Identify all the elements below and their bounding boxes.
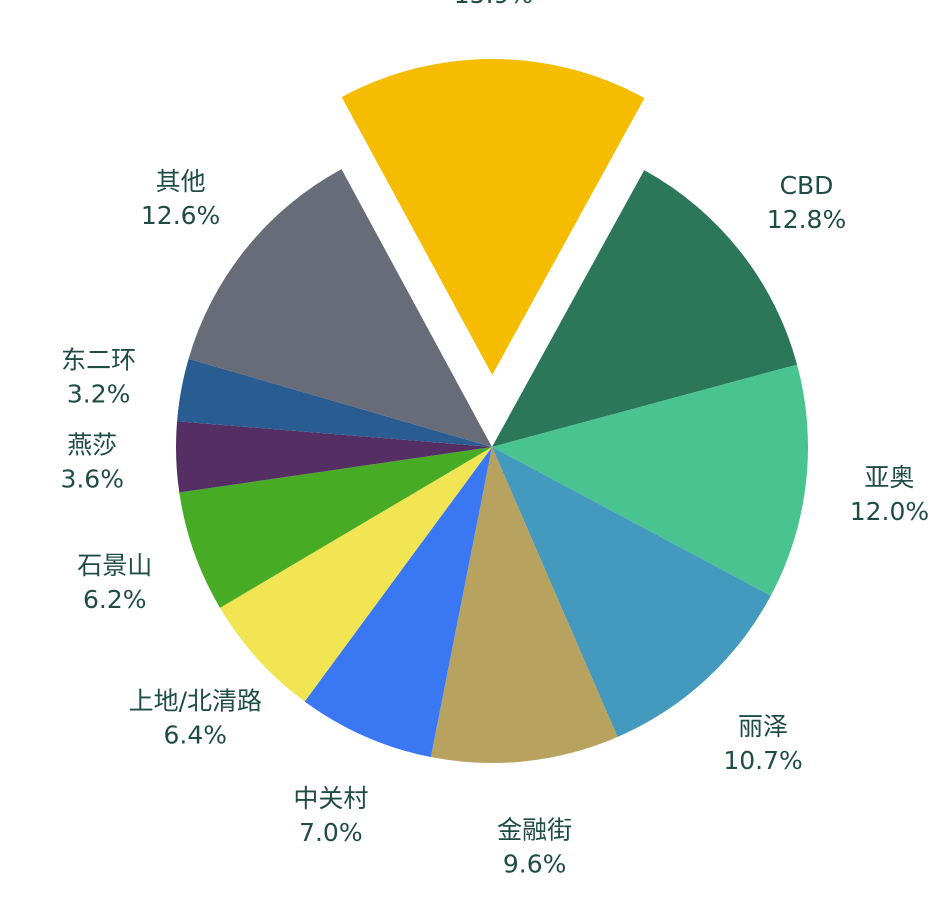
- slice-label-0: CBD: [780, 171, 834, 200]
- pie-slices: [176, 59, 808, 763]
- slice-label-3: 金融街: [497, 816, 572, 845]
- pie-slice-9: [188, 169, 493, 447]
- slice-value-label-10: 15.9%: [454, 0, 533, 9]
- pie-slice-4: [304, 447, 492, 758]
- slice-label-6: 石景山: [77, 551, 152, 580]
- pie-slice-1: [492, 364, 808, 596]
- slice-label-4: 中关村: [293, 784, 368, 813]
- slice-value-label-2: 10.7%: [723, 746, 802, 775]
- slice-label-2: 丽泽: [738, 712, 788, 741]
- slice-value-label-5: 6.4%: [164, 720, 228, 749]
- slice-label-8: 东二环: [61, 346, 136, 375]
- slice-value-label-6: 6.2%: [83, 585, 147, 614]
- pie-slice-0: [492, 170, 798, 447]
- pie-slice-7: [176, 421, 492, 493]
- slice-value-label-8: 3.2%: [67, 380, 131, 409]
- pie-labels: CBD 12.8% 亚奥 12.0% 丽泽 10.7% 金融街 9.6% 中关村 7.0% 上地/北…: [60, 0, 929, 879]
- pie-slice-5: [220, 447, 492, 702]
- slice-value-label-4: 7.0%: [299, 818, 363, 847]
- pie-slice-8: [177, 358, 492, 447]
- slice-label-5: 上地/北清路: [129, 686, 262, 715]
- slice-value-label-7: 3.6%: [60, 465, 124, 494]
- slice-value-label-0: 12.8%: [767, 205, 846, 234]
- slice-label-7: 燕莎: [67, 431, 117, 460]
- pie-slice-3: [430, 447, 618, 763]
- pie-slice-2: [492, 447, 771, 738]
- slice-value-label-3: 9.6%: [503, 850, 567, 879]
- pie-slice-6: [179, 447, 492, 608]
- pie-slice-10: [341, 59, 645, 376]
- slice-value-label-1: 12.0%: [850, 497, 929, 526]
- slice-label-9: 其他: [156, 167, 206, 196]
- slice-label-1: 亚奥: [864, 463, 914, 492]
- slice-value-label-9: 12.6%: [141, 201, 220, 230]
